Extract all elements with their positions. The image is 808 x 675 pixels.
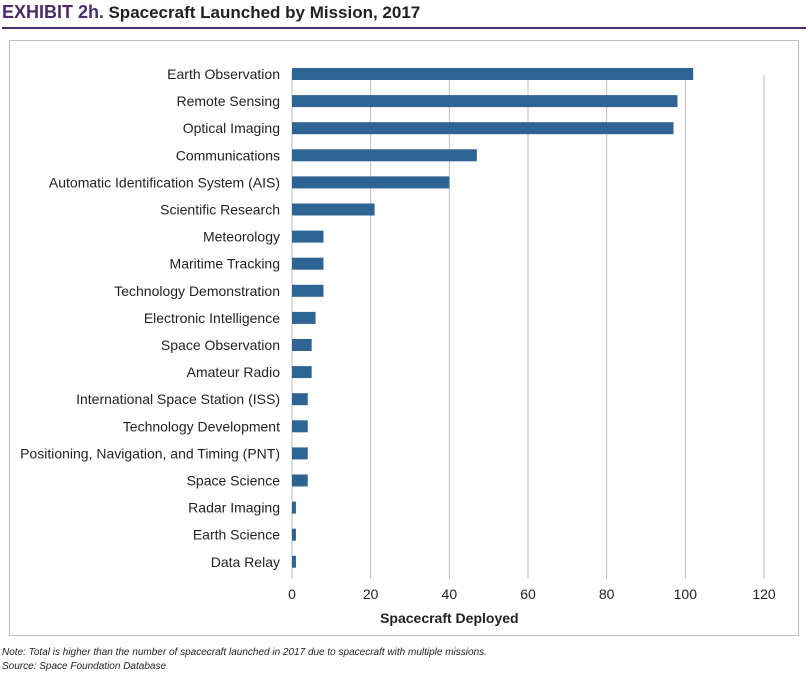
bar xyxy=(292,555,296,568)
category-label: Automatic Identification System (AIS) xyxy=(49,174,280,190)
note-text: Note: Total is higher than the number of… xyxy=(2,647,487,658)
category-label: Earth Observation xyxy=(167,66,280,82)
category-label: Meteorology xyxy=(203,229,280,245)
bar xyxy=(292,284,324,297)
bar xyxy=(292,257,324,270)
category-label: Positioning, Navigation, and Timing (PNT… xyxy=(20,445,280,461)
x-tick-label: 0 xyxy=(288,586,296,602)
x-tick-label: 120 xyxy=(752,586,776,602)
bar xyxy=(292,122,674,135)
bar xyxy=(292,393,308,406)
category-label: Earth Science xyxy=(193,527,280,543)
bar xyxy=(292,420,308,433)
bar xyxy=(292,203,375,216)
category-label: Optical Imaging xyxy=(183,120,280,136)
x-tick-label: 20 xyxy=(363,586,379,602)
x-tick-label: 80 xyxy=(599,586,615,602)
category-label: Space Science xyxy=(187,473,281,489)
bar-chart: Earth Observation Remote Sensing Optical I… xyxy=(20,66,776,626)
exhibit-label: EXHIBIT 2h. xyxy=(2,2,105,22)
category-label: Technology Demonstration xyxy=(114,283,280,299)
bar xyxy=(292,176,450,189)
chart-notes: Note: Total is higher than the number of… xyxy=(2,646,487,674)
category-label: Electronic Intelligence xyxy=(144,310,280,326)
bar xyxy=(292,339,312,351)
bar xyxy=(292,501,296,514)
category-label: Data Relay xyxy=(211,554,280,570)
bar xyxy=(292,149,477,162)
category-label: Scientific Research xyxy=(160,202,280,218)
category-label: International Space Station (ISS) xyxy=(76,391,280,407)
bar xyxy=(292,230,324,243)
source-text: Source: Space Foundation Database xyxy=(2,661,166,672)
category-label: Technology Development xyxy=(123,418,280,434)
exhibit-title: Spacecraft Launched by Mission, 2017 xyxy=(108,3,421,22)
bar xyxy=(292,311,316,324)
x-tick-label: 100 xyxy=(674,586,698,602)
x-tick-label: 60 xyxy=(520,586,536,602)
exhibit-header: EXHIBIT 2h. Spacecraft Launched by Missi… xyxy=(2,2,806,29)
x-tick-label: 40 xyxy=(442,586,458,602)
category-label: Communications xyxy=(176,147,280,163)
x-axis-title: Spacecraft Deployed xyxy=(380,610,519,626)
category-label: Maritime Tracking xyxy=(170,256,280,272)
bar xyxy=(292,474,308,487)
category-label: Remote Sensing xyxy=(176,93,280,109)
bar xyxy=(292,528,296,541)
category-label: Amateur Radio xyxy=(187,364,281,380)
chart-frame: Earth Observation Remote Sensing Optical I… xyxy=(9,40,799,636)
bar xyxy=(292,447,308,460)
bar xyxy=(292,95,678,108)
category-label: Space Observation xyxy=(161,337,280,353)
bar xyxy=(292,366,312,379)
category-label: Radar Imaging xyxy=(188,500,280,516)
bar xyxy=(292,68,694,80)
